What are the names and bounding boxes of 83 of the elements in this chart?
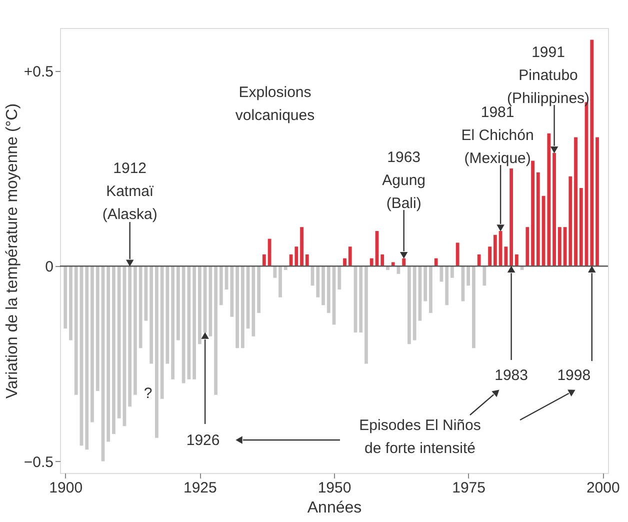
bar	[64, 266, 68, 329]
bar	[134, 266, 137, 395]
bar	[219, 266, 223, 306]
bar	[85, 266, 89, 450]
bar	[278, 266, 282, 298]
bar	[192, 266, 196, 380]
bar	[412, 266, 416, 340]
bar	[429, 266, 432, 313]
bar	[338, 266, 342, 290]
bar	[171, 266, 175, 380]
bar	[316, 266, 320, 298]
bar	[112, 266, 116, 434]
x-tick-label: 1950	[318, 480, 352, 496]
bar	[273, 266, 277, 278]
bar	[294, 246, 298, 266]
bar	[236, 266, 239, 348]
bar	[488, 246, 492, 266]
bar	[155, 266, 158, 438]
bar	[477, 254, 481, 266]
x-tick-label: 1925	[184, 480, 217, 496]
annotation: ?	[144, 385, 152, 402]
bar	[461, 266, 465, 302]
bar	[359, 266, 363, 332]
bar	[230, 266, 234, 317]
bar	[322, 266, 325, 306]
bar	[466, 266, 470, 286]
bar	[568, 176, 572, 266]
x-tick-label: 1900	[49, 480, 83, 496]
bar	[326, 266, 330, 313]
bar	[300, 227, 304, 266]
y-tick-label: +0.5	[24, 63, 54, 80]
annotation: 1983	[494, 367, 528, 384]
bar	[138, 266, 142, 348]
bar	[493, 234, 497, 266]
bar	[482, 266, 486, 286]
bar	[343, 258, 346, 266]
bar	[160, 266, 164, 399]
bar	[536, 172, 540, 266]
bar	[150, 266, 154, 364]
bar	[424, 266, 428, 302]
bar	[257, 266, 260, 313]
annotation: 1991 Pinatubo (Philippines)	[507, 44, 590, 107]
annotation: Explosions volcaniques	[235, 84, 315, 124]
bar	[198, 266, 202, 344]
bar	[596, 137, 599, 266]
bar	[547, 133, 551, 266]
y-axis-title: Variation de la température moyenne (°C)	[4, 103, 21, 399]
bar	[434, 258, 438, 266]
bar	[558, 227, 562, 266]
bar	[450, 266, 454, 278]
bar	[214, 266, 218, 395]
bar	[364, 266, 368, 364]
bar	[531, 160, 534, 266]
bar	[176, 266, 180, 340]
annotation: 1912 Katmaï (Alaska)	[102, 160, 158, 223]
x-tick-label: 1975	[452, 480, 486, 496]
bar	[90, 266, 94, 422]
bar	[106, 266, 110, 442]
y-tick-label: 0	[45, 258, 54, 276]
bar	[69, 266, 72, 340]
bar	[445, 266, 449, 306]
bar	[262, 254, 266, 266]
bar	[74, 266, 78, 395]
bar	[574, 137, 578, 266]
annotation: Episodes El Niños de forte intensité	[359, 417, 481, 457]
x-axis-title: Années	[307, 500, 362, 516]
annotation: 1963 Agung (Bali)	[382, 149, 426, 212]
bar	[240, 266, 244, 348]
bar	[370, 258, 374, 266]
bar	[305, 254, 309, 266]
annotation: 1998	[557, 367, 591, 384]
bar	[504, 246, 508, 266]
bar	[408, 266, 411, 344]
bar	[579, 188, 583, 266]
bar	[456, 242, 460, 266]
bar	[380, 254, 384, 266]
bar	[472, 266, 476, 348]
bar	[348, 246, 352, 266]
bar	[526, 227, 530, 266]
x-tick-label: 2000	[586, 480, 620, 496]
y-tick-label: −0.5	[24, 454, 54, 471]
bar	[514, 254, 518, 266]
annotation: 1926	[186, 432, 220, 449]
